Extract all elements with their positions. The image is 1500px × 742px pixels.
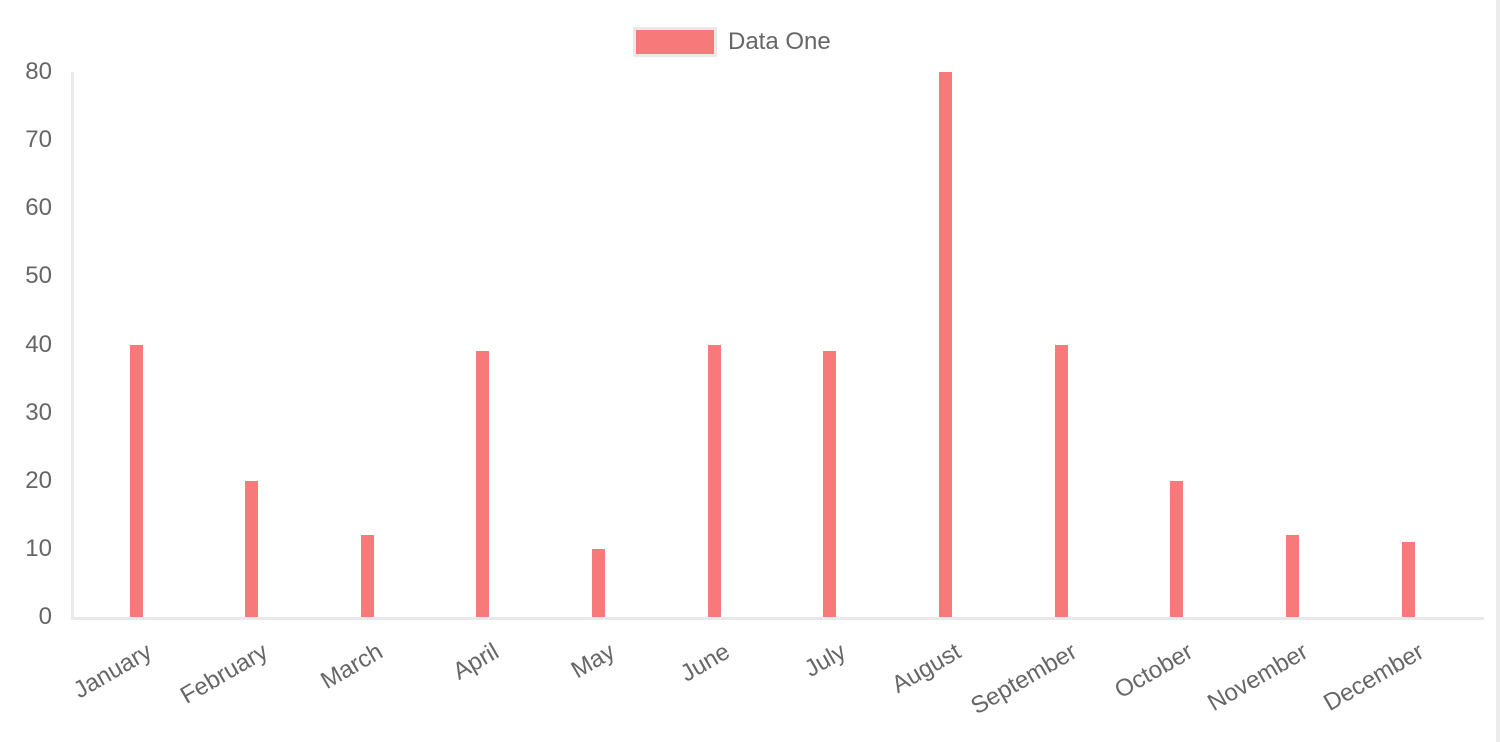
- bar-may[interactable]: [592, 548, 606, 617]
- bar-august[interactable]: [938, 72, 952, 617]
- y-axis-line: [71, 72, 74, 620]
- y-tick-label: 50: [25, 262, 52, 290]
- y-tick-label: 70: [25, 126, 52, 154]
- bar-april[interactable]: [476, 351, 490, 617]
- x-tick-label: August: [887, 638, 966, 699]
- bar-january[interactable]: [129, 344, 143, 617]
- x-tick-label: July: [799, 638, 851, 683]
- x-tick-label: February: [175, 638, 273, 710]
- bar-october[interactable]: [1170, 480, 1184, 617]
- page-right-border: [1496, 0, 1500, 742]
- x-tick-label: November: [1203, 638, 1313, 717]
- legend-swatch-icon: [633, 27, 717, 57]
- x-tick-label: October: [1109, 638, 1198, 705]
- y-tick-label: 0: [38, 603, 52, 630]
- x-tick-label: June: [676, 638, 735, 688]
- legend-label: Data One: [728, 28, 831, 55]
- x-tick-label: December: [1319, 638, 1429, 717]
- y-tick-label: 20: [25, 466, 52, 494]
- y-tick-label: 60: [25, 194, 52, 222]
- y-tick-label: 30: [25, 398, 52, 426]
- bar-june[interactable]: [707, 344, 721, 617]
- x-tick-label: April: [448, 638, 504, 686]
- x-tick-label: September: [966, 638, 1082, 721]
- x-tick-label: January: [69, 638, 157, 705]
- chart-legend[interactable]: Data One: [633, 27, 831, 57]
- bar-july[interactable]: [823, 351, 837, 617]
- y-tick-label: 40: [25, 330, 52, 358]
- bar-september[interactable]: [1054, 344, 1068, 617]
- y-tick-label: 10: [25, 534, 52, 562]
- bar-november[interactable]: [1285, 535, 1299, 617]
- x-axis-line: [72, 617, 1484, 620]
- y-tick-label: 80: [25, 58, 52, 85]
- bar-march[interactable]: [360, 535, 374, 617]
- bar-february[interactable]: [245, 480, 259, 617]
- bar-december[interactable]: [1401, 542, 1415, 617]
- x-tick-label: May: [566, 638, 620, 685]
- x-tick-label: March: [316, 638, 388, 695]
